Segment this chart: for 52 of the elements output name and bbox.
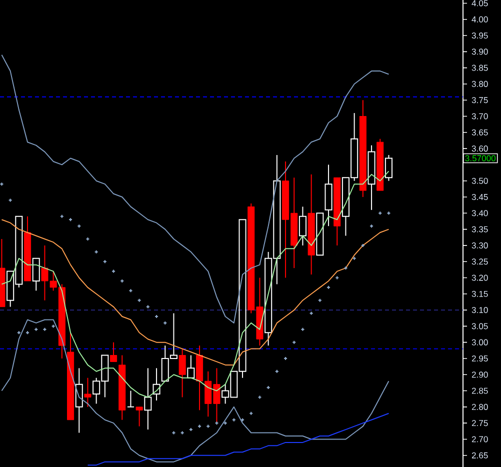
candlestick <box>178 348 186 398</box>
line-series <box>1 54 390 324</box>
point <box>180 430 184 435</box>
point <box>8 198 12 202</box>
candlestick <box>368 144 376 210</box>
y-tick-label: 2.90 <box>472 372 488 378</box>
y-tick-label: 2.80 <box>472 404 488 410</box>
point <box>309 311 314 316</box>
candlestick <box>152 368 160 401</box>
candlestick <box>110 342 118 362</box>
y-tick-label: 4.05 <box>472 0 488 6</box>
y-tick-label: 3.95 <box>472 32 488 39</box>
y-tick-label: 3.15 <box>472 290 488 297</box>
candlestick <box>84 377 92 408</box>
point <box>335 276 340 280</box>
point <box>0 182 4 186</box>
y-tick-label: 3.35 <box>472 226 488 232</box>
point <box>386 211 391 216</box>
y-tick-label: 2.85 <box>472 388 488 394</box>
point <box>258 395 262 400</box>
y-tick-label: 2.75 <box>472 420 488 426</box>
y-tick-label: 3.00 <box>472 339 488 346</box>
point <box>214 421 219 426</box>
y-tick-label: 4.00 <box>472 16 488 22</box>
y-tick-label: 3.05 <box>472 323 488 330</box>
y-tick-label: 3.25 <box>472 258 488 265</box>
point <box>42 327 47 332</box>
y-tick-label: 3.60 <box>472 146 488 152</box>
y-tick-label: 3.75 <box>472 97 488 104</box>
point <box>128 288 133 293</box>
point <box>172 430 176 435</box>
candlestick <box>75 368 83 434</box>
text: 3.57000 <box>465 155 496 162</box>
candlestick <box>298 206 306 246</box>
y-tick-label: 3.65 <box>472 129 488 136</box>
y-tick-label: 3.90 <box>472 48 488 55</box>
y-tick-label: 3.40 <box>472 210 488 216</box>
candlestick <box>144 368 152 430</box>
candlestick <box>324 164 332 227</box>
y-tick-label: 3.45 <box>472 194 488 200</box>
candlestick <box>136 406 143 427</box>
y-tick-label: 2.65 <box>472 452 488 458</box>
y-tick-label: 2.95 <box>472 355 488 362</box>
y-tick-label: 3.70 <box>472 113 488 120</box>
point <box>300 327 305 332</box>
y-tick-label: 3.80 <box>472 80 488 87</box>
y-tick-label: 3.85 <box>472 64 488 71</box>
y-tick-label: 3.10 <box>472 307 488 314</box>
y-tick-label: 3.20 <box>472 274 488 281</box>
y-tick-label: 3.50 <box>472 178 488 184</box>
y-tick-label: 3.30 <box>472 242 488 248</box>
y-tick-label: 2.70 <box>472 436 488 442</box>
